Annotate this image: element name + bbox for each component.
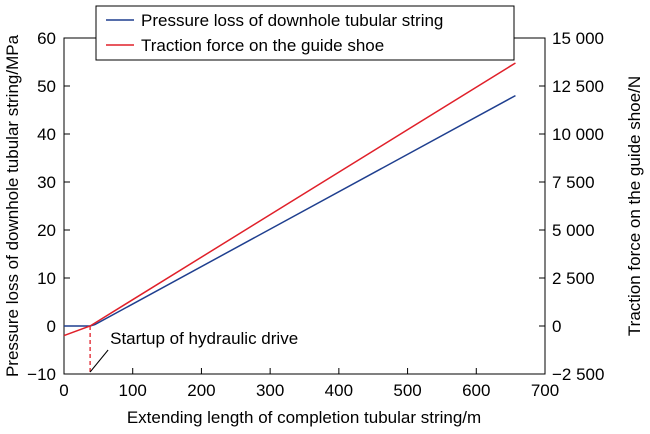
x-tick-label: 700 bbox=[531, 381, 559, 400]
left-y-tick-label: 60 bbox=[37, 29, 56, 48]
x-tick-label: 600 bbox=[462, 381, 490, 400]
x-tick-label: 300 bbox=[256, 381, 284, 400]
right-y-tick-label: 10 000 bbox=[552, 125, 604, 144]
right-y-tick-label: 15 000 bbox=[552, 29, 604, 48]
left-y-tick-label: 50 bbox=[37, 77, 56, 96]
left-y-tick-label: 0 bbox=[47, 317, 56, 336]
left-y-tick-label: 40 bbox=[37, 125, 56, 144]
right-y-axis-title: Traction force on the guide shoe/N bbox=[625, 76, 644, 336]
legend-label-traction-force: Traction force on the guide shoe bbox=[141, 36, 384, 55]
left-y-tick-label: −10 bbox=[27, 365, 56, 384]
right-y-tick-label: 7 500 bbox=[552, 173, 595, 192]
right-y-tick-label: −2 500 bbox=[552, 365, 604, 384]
left-y-tick-label: 20 bbox=[37, 221, 56, 240]
right-y-tick-label: 12 500 bbox=[552, 77, 604, 96]
right-y-tick-label: 0 bbox=[552, 317, 561, 336]
left-y-tick-label: 30 bbox=[37, 173, 56, 192]
right-y-tick-label: 5 000 bbox=[552, 221, 595, 240]
series-line-traction-force bbox=[63, 62, 516, 337]
x-tick-label: 100 bbox=[119, 381, 147, 400]
left-y-tick-label: 10 bbox=[37, 269, 56, 288]
x-tick-label: 200 bbox=[187, 381, 215, 400]
series-layer bbox=[63, 62, 516, 337]
annotation-startup-hydraulic-drive: Startup of hydraulic drive bbox=[110, 329, 298, 348]
legend-box bbox=[95, 5, 515, 61]
right-y-axis: −2 500 0 2 500 5 000 7 500 10 000 12 500 15 000 bbox=[539, 29, 604, 384]
annotation-layer: Startup of hydraulic drive bbox=[89, 326, 298, 374]
plot-area-frame bbox=[63, 37, 546, 375]
x-tick-label: 0 bbox=[59, 381, 68, 400]
right-y-tick-label: 2 500 bbox=[552, 269, 595, 288]
x-axis: 0 100 200 300 400 500 600 700 bbox=[59, 368, 559, 400]
legend-label-pressure-loss: Pressure loss of downhole tubular string bbox=[141, 11, 443, 30]
legend: Pressure loss of downhole tubular string… bbox=[95, 5, 515, 61]
series-line-pressure-loss bbox=[64, 94, 516, 327]
annotation-leader-line bbox=[89, 349, 109, 373]
x-tick-label: 400 bbox=[325, 381, 353, 400]
left-y-axis-title: Pressure loss of downhole tubular string… bbox=[3, 34, 22, 377]
x-tick-label: 500 bbox=[393, 381, 421, 400]
x-axis-title: Extending length of completion tubular s… bbox=[127, 408, 481, 427]
